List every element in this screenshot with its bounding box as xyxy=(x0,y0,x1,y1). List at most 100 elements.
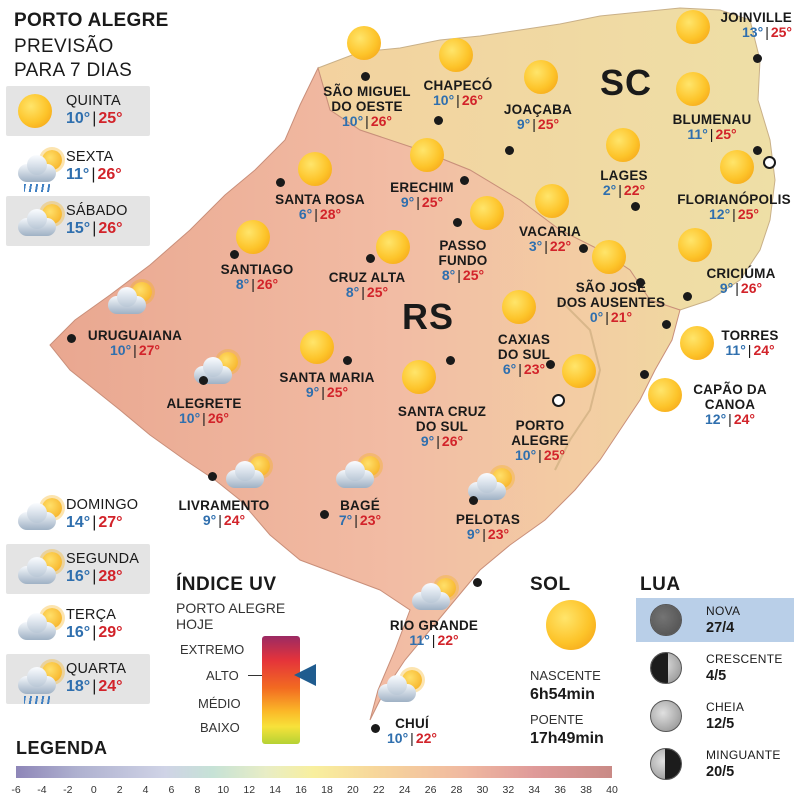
city-marker xyxy=(683,292,692,301)
forecast-temps: 15° | 26° xyxy=(66,220,123,237)
city-marker xyxy=(473,578,482,587)
partly-cloudy-icon xyxy=(18,608,64,642)
city-label-sao-miguel-do-oeste: SÃO MIGUEL DO OESTE 10° | 26° xyxy=(323,84,411,129)
forecast-min: 16° xyxy=(66,624,91,641)
partly-cloudy-icon xyxy=(108,282,154,316)
sun-icon xyxy=(470,196,504,230)
forecast-temps: 18° | 24° xyxy=(66,678,123,695)
city-marker xyxy=(446,356,455,365)
legend-tick: 24 xyxy=(398,784,411,796)
sun-icon xyxy=(546,600,596,650)
city-marker xyxy=(361,72,370,81)
sunset-time: 17h49min xyxy=(530,730,604,747)
sun-icon xyxy=(592,240,626,274)
sun-icon xyxy=(376,230,410,264)
city-marker xyxy=(371,724,380,733)
forecast-day-label: SEGUNDA xyxy=(66,551,140,567)
city-marker xyxy=(453,218,462,227)
rs-territory xyxy=(49,66,681,721)
uv-sub1: PORTO ALEGRE xyxy=(176,600,286,616)
city-marker xyxy=(320,510,329,519)
city-marker-capital xyxy=(552,394,565,407)
legend-tick: 18 xyxy=(321,784,333,796)
forecast-day: SEGUNDA 16° | 28° xyxy=(6,544,150,594)
sun-rain-icon xyxy=(18,150,64,192)
city-marker xyxy=(366,254,375,263)
sun-icon xyxy=(524,60,558,94)
city-marker xyxy=(631,202,640,211)
sun-icon xyxy=(347,26,381,60)
city-label-chui: CHUÍ 10° | 22° xyxy=(387,716,437,746)
partly-cloudy-icon xyxy=(18,552,64,586)
partly-cloudy-icon xyxy=(412,578,458,612)
forecast-day: QUINTA 10° | 25° xyxy=(6,86,150,136)
sun-icon xyxy=(678,228,712,262)
city-label-porto-alegre: PORTO ALEGRE 10° | 25° xyxy=(511,418,569,463)
forecast-max: 29° xyxy=(98,624,123,641)
sun-icon xyxy=(606,128,640,162)
forecast-max: 27° xyxy=(98,514,123,531)
legend-tick: 20 xyxy=(347,784,359,796)
city-label-torres: TORRES 11° | 24° xyxy=(721,328,779,358)
header-line2: PARA 7 DIAS xyxy=(14,60,133,81)
waxing-moon-icon xyxy=(650,652,682,684)
forecast-day: TERÇA 16° | 29° xyxy=(6,600,150,650)
city-label-capao-da-canoa: CAPÃO DA CANOA 12° | 24° xyxy=(693,382,767,427)
moon-phase-row: MINGUANTE 20/5 xyxy=(636,742,794,786)
legend-tick: 12 xyxy=(243,784,256,796)
legend-tick: 36 xyxy=(554,784,567,796)
city-label-joinville: JOINVILLE 13° | 25° xyxy=(720,10,792,40)
uv-sub2: HOJE xyxy=(176,616,214,632)
legend-tick: -2 xyxy=(63,784,73,796)
sun-icon xyxy=(648,378,682,412)
sunrise-label: NASCENTE xyxy=(530,668,601,683)
legend-tick: 0 xyxy=(90,784,97,796)
city-label-vacaria: VACARIA 3° | 22° xyxy=(519,224,581,254)
legend-tick: 4 xyxy=(142,784,149,796)
forecast-max: 25° xyxy=(98,110,123,127)
forecast-day-label: TERÇA xyxy=(66,607,117,623)
city-marker xyxy=(753,146,762,155)
uv-current-arrow xyxy=(294,664,316,686)
city-label-alegrete: ALEGRETE 10° | 26° xyxy=(166,396,242,426)
uv-level-medio: MÉDIO xyxy=(198,696,241,711)
partly-cloudy-icon xyxy=(378,670,424,704)
city-label-cruz-alta: CRUZ ALTA 8° | 25° xyxy=(328,270,406,300)
forecast-min: 15° xyxy=(66,220,91,237)
partly-cloudy-icon xyxy=(18,498,64,532)
moon-phase-row: CRESCENTE 4/5 xyxy=(636,646,794,690)
legend-tick: 34 xyxy=(528,784,541,796)
city-marker xyxy=(460,176,469,185)
legend-tick: 32 xyxy=(502,784,515,796)
moon-phase-row: NOVA 27/4 xyxy=(636,598,794,642)
city-label-passo-fundo: PASSO FUNDO 8° | 25° xyxy=(438,238,488,283)
city-label-criciuma: CRICIÚMA 9° | 26° xyxy=(706,266,776,296)
legend-tick: 40 xyxy=(606,784,618,796)
city-label-uruguaiana: URUGUAIANA 10° | 27° xyxy=(87,328,183,358)
forecast-temps: 11° | 26° xyxy=(66,166,122,183)
city-label-sao-jose-dos-ausentes: SÃO JOSÉ DOS AUSENTES 0° | 21° xyxy=(556,280,666,325)
forecast-max: 24° xyxy=(98,678,123,695)
sun-icon xyxy=(18,94,52,128)
forecast-min: 18° xyxy=(66,678,91,695)
forecast-min: 11° xyxy=(66,166,90,183)
city-marker xyxy=(579,244,588,253)
legend-tick: 26 xyxy=(424,784,437,796)
sun-icon xyxy=(676,10,710,44)
legend-tick: 6 xyxy=(168,784,175,796)
uv-level-extremo: EXTREMO xyxy=(180,642,245,657)
sun-icon xyxy=(720,150,754,184)
city-marker xyxy=(208,472,217,481)
city-marker-capital xyxy=(763,156,776,169)
sun-icon xyxy=(676,72,710,106)
state-label-sc: SC xyxy=(600,62,653,103)
forecast-day: QUARTA 18° | 24° xyxy=(6,654,150,704)
partly-cloudy-icon xyxy=(18,204,64,238)
partly-cloudy-icon xyxy=(468,468,514,502)
forecast-day: SEXTA 11° | 26° xyxy=(6,142,150,192)
city-label-rio-grande: RIO GRANDE 11° | 22° xyxy=(389,618,479,648)
city-label-santa-rosa: SANTA ROSA 6° | 28° xyxy=(275,192,365,222)
sun-icon xyxy=(562,354,596,388)
forecast-max: 28° xyxy=(98,568,123,585)
